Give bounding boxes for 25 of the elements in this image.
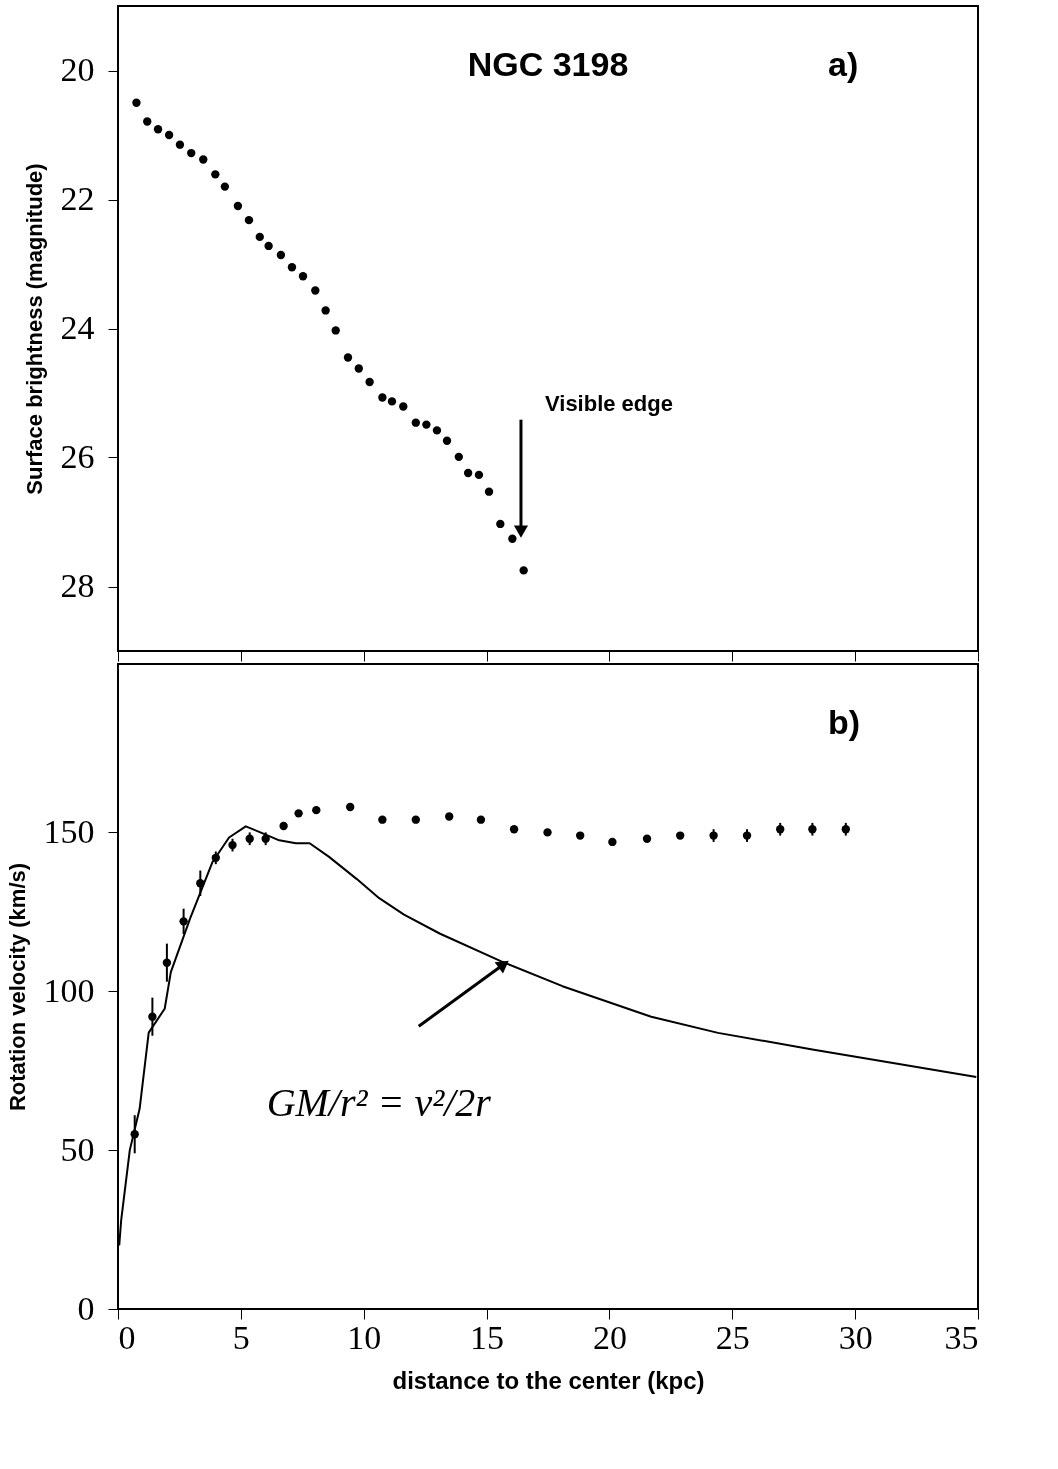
y-tick-label: 50 — [60, 1130, 95, 1168]
x-tick-label: 25 — [715, 1318, 750, 1356]
y-tick-label: 100 — [43, 971, 95, 1009]
text: NGC 3198 — [467, 45, 629, 83]
y-tick-label: 0 — [77, 1289, 95, 1327]
annotation: GM/r² = v²/2r — [266, 1080, 492, 1126]
y-tick-label: 24 — [60, 309, 95, 346]
y-tick-label: 28 — [60, 567, 95, 604]
x-tick-label: 35 — [944, 1318, 979, 1356]
x-axis-title: distance to the center (kpc) — [392, 1366, 705, 1394]
annotation: b) — [828, 703, 861, 741]
x-tick-label: 20 — [592, 1318, 627, 1356]
y-tick-label: 22 — [60, 180, 95, 217]
x-tick-label: 30 — [838, 1318, 873, 1356]
y-tick-label: 150 — [43, 812, 95, 850]
y-tick-label: 26 — [60, 438, 95, 475]
y-axis-title: Rotation velocity (km/s) — [4, 862, 30, 1112]
annotation: a) — [828, 45, 859, 83]
x-tick-label: 5 — [232, 1318, 250, 1356]
x-tick-label: 10 — [347, 1318, 382, 1356]
y-axis-title: Surface brightness (magnitude) — [21, 163, 47, 495]
annotation: Visible edge — [544, 390, 673, 416]
y-tick-label: 20 — [60, 51, 95, 88]
x-tick-label: 15 — [470, 1318, 505, 1356]
x-tick-label: 0 — [118, 1318, 136, 1356]
